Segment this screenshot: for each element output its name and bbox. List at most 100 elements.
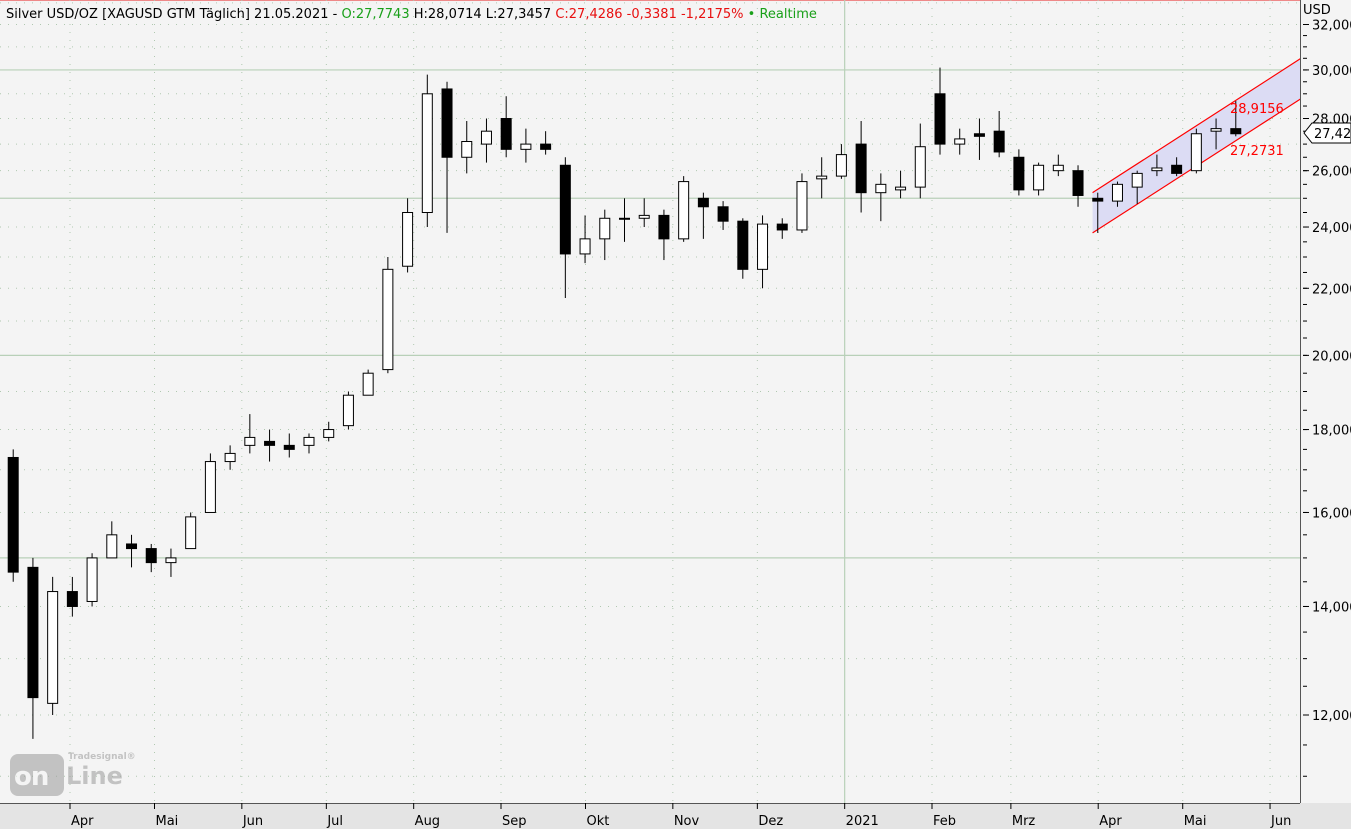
candle — [559, 157, 571, 298]
candle — [165, 548, 177, 577]
candle-body — [323, 429, 335, 438]
open-value: O:27,7743 — [341, 7, 410, 22]
candle-body — [658, 214, 670, 240]
candle-body — [1092, 197, 1104, 202]
candle — [1033, 162, 1045, 196]
candle-body — [579, 238, 591, 255]
candle — [480, 118, 492, 163]
candle — [540, 131, 552, 155]
channel-upper-line — [1092, 57, 1302, 194]
candle-body — [461, 141, 473, 158]
candle — [776, 218, 788, 239]
candle — [303, 433, 315, 454]
candle — [816, 157, 828, 199]
x-tick-label: Jun — [242, 814, 263, 829]
candle-body — [1111, 183, 1123, 202]
candle-body — [1033, 164, 1045, 191]
x-tick-label: Sep — [502, 814, 527, 829]
candle — [618, 198, 630, 242]
candle — [342, 391, 354, 430]
y-tick-label: 24,000 — [1312, 221, 1351, 236]
candle — [1171, 157, 1183, 177]
candle-body — [342, 394, 354, 427]
candle-body — [1190, 133, 1202, 172]
candle — [402, 198, 414, 273]
candle — [145, 543, 157, 573]
candle-body — [973, 133, 985, 137]
candle — [520, 128, 532, 163]
candle-body — [796, 181, 808, 231]
candle-body — [914, 146, 926, 188]
candle — [126, 534, 138, 568]
candle-body — [185, 516, 197, 550]
candle-body — [382, 268, 394, 371]
candle-body — [145, 548, 157, 564]
candle-body — [106, 534, 118, 559]
x-tick-label: Jun — [1270, 814, 1291, 829]
candle — [579, 215, 591, 264]
candle-body — [1210, 128, 1222, 132]
candle-body — [1230, 128, 1242, 135]
plot-area — [0, 0, 1300, 803]
candle-body — [1171, 164, 1183, 174]
candle-body — [618, 217, 630, 220]
candle-body — [362, 372, 374, 396]
candle — [855, 121, 867, 213]
candle — [717, 201, 729, 230]
candle-body — [717, 206, 729, 222]
candle-body — [1151, 167, 1163, 172]
candle-body — [776, 223, 788, 231]
candle — [441, 81, 453, 233]
candle-body — [224, 452, 236, 463]
y-tick-label: 16,000 — [1312, 506, 1351, 521]
candle — [1230, 101, 1242, 137]
candle — [66, 576, 78, 617]
candle — [500, 96, 512, 158]
candle — [323, 421, 335, 442]
candle-body — [47, 591, 59, 704]
candle — [362, 369, 374, 396]
x-tick-label: 2021 — [846, 814, 879, 829]
candle — [421, 74, 433, 228]
candle — [697, 192, 709, 239]
candle-body — [480, 130, 492, 145]
x-tick-label: Apr — [71, 814, 94, 829]
x-tick-label: Dez — [758, 814, 783, 829]
candle — [914, 123, 926, 199]
candle-body — [1013, 156, 1025, 191]
candle-body — [1131, 172, 1143, 188]
candle-body — [66, 591, 78, 607]
candle-body — [540, 143, 552, 150]
candle — [283, 433, 295, 458]
candle — [973, 118, 985, 160]
candle-body — [204, 461, 216, 513]
candle — [185, 512, 197, 550]
last-price-tag — [1303, 122, 1351, 144]
x-tick-label: Nov — [674, 814, 700, 829]
candle-body — [835, 154, 847, 177]
candle — [599, 209, 611, 261]
x-tick-label: Aug — [415, 814, 440, 829]
x-tick-label: Jul — [326, 814, 343, 829]
candle — [224, 445, 236, 470]
candle — [1151, 154, 1163, 177]
candle-body — [737, 220, 749, 270]
y-tick-label: 14,000 — [1312, 600, 1351, 615]
candle — [244, 414, 256, 454]
candle — [461, 121, 473, 174]
candle — [757, 215, 769, 289]
candle — [835, 144, 847, 179]
candle-body — [697, 197, 709, 208]
candle — [47, 576, 59, 715]
candle — [27, 557, 39, 739]
candle-body — [27, 566, 39, 699]
candle — [86, 553, 98, 607]
candle-body — [500, 118, 512, 150]
candle — [895, 170, 907, 199]
candle — [204, 453, 216, 513]
candle-body — [757, 223, 769, 270]
y-tick-label: 18,000 — [1312, 424, 1351, 439]
candle-body — [441, 88, 453, 158]
candle — [875, 173, 887, 222]
